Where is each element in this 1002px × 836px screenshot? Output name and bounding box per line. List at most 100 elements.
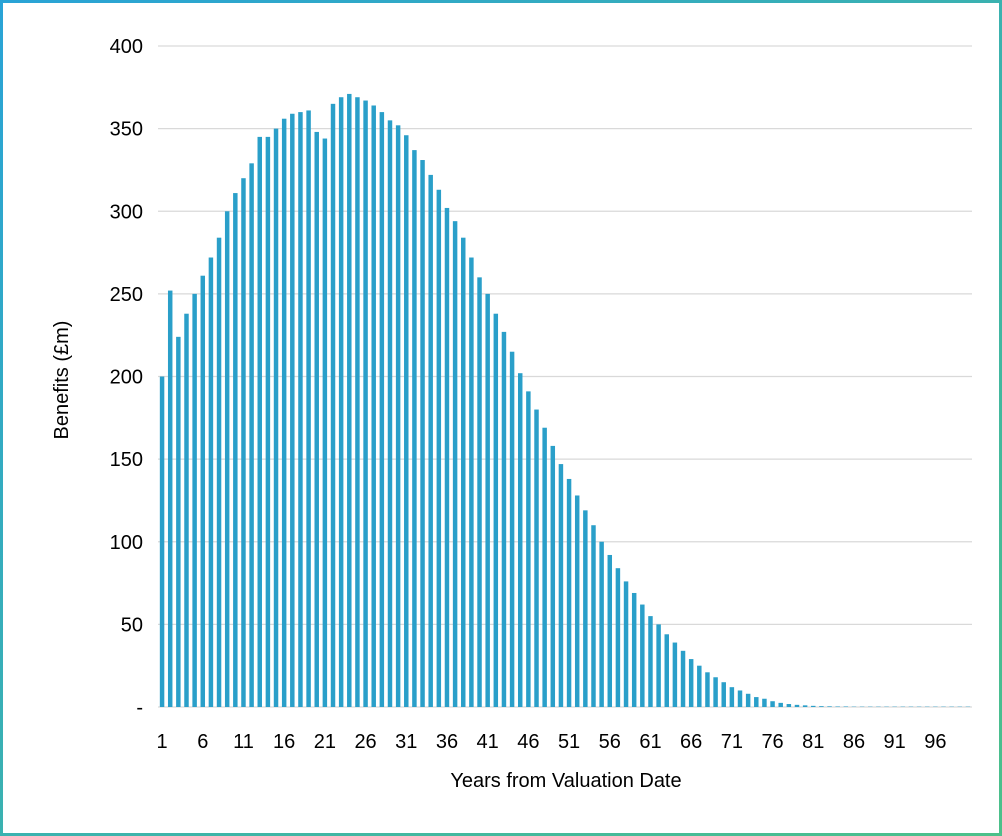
bar [208,257,214,707]
y-tick-label: 150 [110,449,143,471]
x-tick-label: 56 [599,731,621,753]
bar [306,110,311,707]
bar [461,237,466,707]
bar [778,702,783,707]
bar [607,554,613,707]
bar [412,150,417,708]
bar [167,290,173,707]
bars [159,93,971,708]
x-tick-label: 96 [924,731,946,753]
y-tick-label: 350 [110,119,143,141]
x-tick-label: 41 [477,731,499,753]
bar [713,677,718,707]
x-tick-label: 61 [639,731,661,753]
x-tick-label: 66 [680,731,702,753]
bar [745,693,751,707]
gridlines [158,45,972,708]
bar [452,221,458,708]
x-tick-label: 21 [314,731,336,753]
bar [631,592,637,707]
bar [542,427,547,707]
x-tick-label: 36 [436,731,458,753]
bar [428,174,433,707]
bar [387,120,393,708]
y-tick-label: 200 [110,367,143,389]
bar [347,93,352,708]
bar [672,642,678,707]
bar [786,704,792,707]
bar [648,616,653,707]
bar [265,136,271,707]
x-tick-label: 81 [802,731,824,753]
bar [314,131,319,707]
bar [241,178,246,707]
bar [680,650,686,707]
bar [819,706,824,707]
y-axis-ticks: - 50 100 150 200 250 300 350 400 [110,36,143,719]
bar [176,336,181,707]
bar [501,331,507,707]
bar [827,706,832,707]
bar [509,351,515,707]
y-tick-label: - [136,697,143,719]
bar [273,128,279,707]
bar [534,409,539,707]
bar [517,373,523,707]
bar [338,97,344,708]
y-tick-label: 250 [110,284,143,306]
bar [615,568,621,707]
x-tick-label: 11 [233,731,254,753]
bar [721,682,726,707]
bar [811,705,816,707]
bar [363,100,368,708]
x-tick-label: 16 [273,731,295,753]
bar [257,136,262,707]
bar [404,135,409,708]
bar [794,704,800,707]
bar [298,112,303,708]
bar [371,105,376,708]
x-tick-label: 71 [721,731,743,753]
bar [184,313,189,707]
bar [379,112,385,708]
bar [550,445,556,707]
x-axis-title: Years from Valuation Date [450,770,681,792]
x-tick-label: 26 [354,731,376,753]
bar [322,138,328,708]
bar [420,160,425,707]
bar [330,103,336,707]
bar [574,495,580,707]
x-axis-ticks: 1 6 11 16 21 26 31 36 41 46 51 56 61 66 71 76 81 86 91 96 [157,731,947,753]
bar [444,207,450,707]
bar [583,510,588,707]
bar [754,697,759,707]
bar [697,665,702,707]
bar [224,211,230,707]
bar [192,293,197,707]
bar [558,464,564,707]
y-tick-label: 50 [121,614,143,636]
bar [395,125,401,707]
bar [200,275,206,707]
bar [216,237,222,707]
y-axis-title: Benefits (£m) [51,321,73,440]
y-tick-label: 300 [110,201,143,223]
bar [688,659,694,707]
bar [469,257,474,707]
bar [493,313,499,707]
bar [477,277,482,707]
bar [591,525,596,707]
bar [802,705,808,707]
bar [729,687,735,707]
bar [485,293,490,707]
bar [762,698,767,707]
bar [623,581,629,707]
bar [159,376,165,707]
bar [664,634,669,707]
x-tick-label: 31 [395,731,417,753]
x-tick-label: 6 [197,731,208,753]
x-tick-label: 46 [517,731,539,753]
bar [640,604,645,707]
